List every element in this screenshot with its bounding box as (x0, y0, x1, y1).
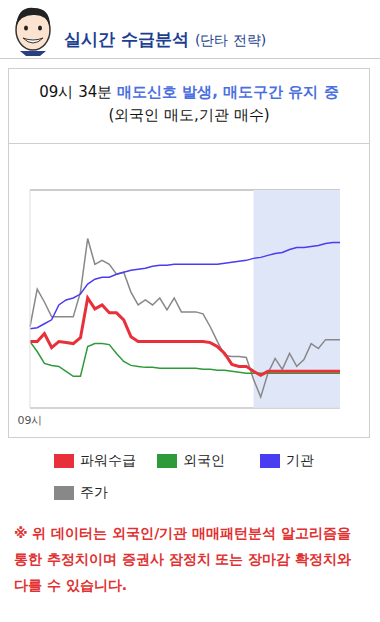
html-text:09시 34분 매도신호 발생, 매도구간 유지 중: 09시 34분 매도신호 발생, 매도구간 유지 중 (39, 83, 339, 101)
svg-text:09시: 09시 (18, 414, 43, 427)
html-text:파워수급: 파워수급 (80, 452, 136, 468)
html-text:실시간 수급분석 (단타 전략): 실시간 수급분석 (단타 전략) (64, 29, 267, 49)
html-text:(외국인 매도,기관 매수): (외국인 매도,기관 매수) (108, 106, 270, 124)
html-text:주가: 주가 (80, 484, 108, 500)
html-text:외국인: 외국인 (183, 452, 225, 468)
html-text:※ 위 데이터는 외국인/기관 매매패턴분석 알고리즘을 통: ※ 위 데이터는 외국인/기관 매매패턴분석 알고리즘을 통한 추정치이며 증권… (14, 525, 352, 593)
html-text:기관: 기관 (286, 452, 314, 468)
